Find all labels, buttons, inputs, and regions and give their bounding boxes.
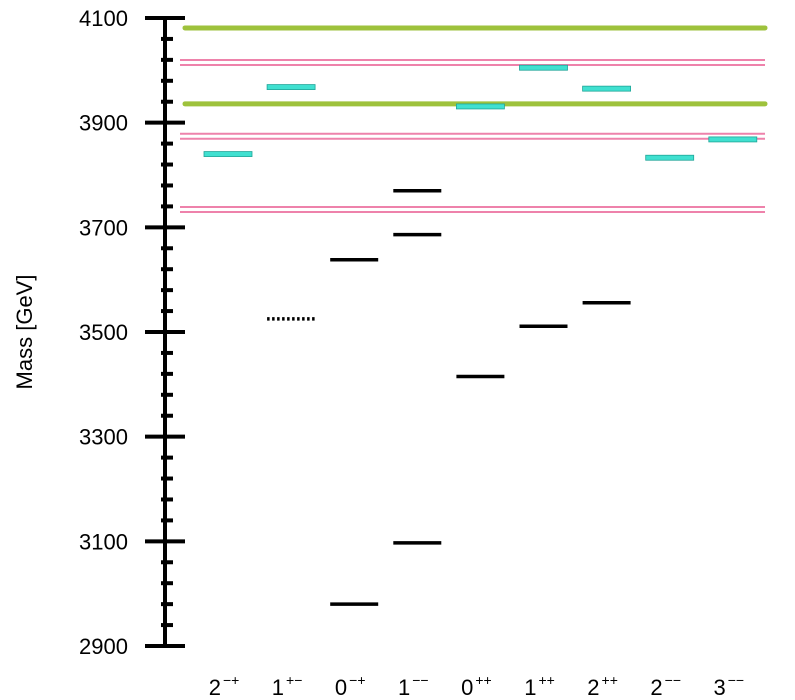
y-tick-label-3700: 3700: [79, 215, 128, 240]
threshold-line-2: [180, 58, 765, 66]
y-tick-label-3900: 3900: [79, 111, 128, 136]
threshold-line-4: [180, 206, 765, 214]
predicted-level-3: [519, 64, 568, 71]
x-category-label-7: 2 −−: [650, 672, 681, 700]
y-tick-label-4100: 4100: [79, 6, 128, 31]
x-category-label-3: 1 −−: [398, 672, 429, 700]
predicted-level-0: [203, 151, 253, 157]
predicted-level-4: [582, 85, 631, 92]
x-category-labels: 2 −+ 1 +− 0 −+ 1 −− 0 ++ 1 ++ 2 ++ 2 −− 3 −−: [209, 672, 744, 700]
predicted-level-1: [266, 84, 316, 90]
y-tick-label-2900: 2900: [79, 634, 128, 659]
x-category-label-6: 2 ++: [587, 672, 618, 700]
y-axis: 2900 3100 3300 3500 3700 3900 4100: [79, 6, 185, 659]
predicted-level-5: [645, 154, 695, 161]
x-category-label-8: 3 −−: [713, 672, 744, 700]
x-category-label-1: 1 +−: [272, 672, 303, 700]
x-category-label-0: 2 −+: [209, 672, 240, 700]
x-category-label-2: 0 −+: [335, 672, 366, 700]
y-tick-label-3500: 3500: [79, 320, 128, 345]
predicted-level-6: [708, 136, 758, 143]
y-tick-label-3300: 3300: [79, 425, 128, 450]
x-category-label-4: 0 ++: [461, 672, 492, 700]
mass-levels: [203, 64, 758, 606]
predicted-level-2: [455, 103, 505, 110]
y-axis-title: Mass [GeV]: [12, 275, 37, 390]
y-tick-label-3100: 3100: [79, 529, 128, 554]
x-category-label-5: 1 ++: [524, 672, 555, 700]
threshold-line-3: [180, 132, 765, 140]
threshold-lines: [180, 25, 768, 214]
